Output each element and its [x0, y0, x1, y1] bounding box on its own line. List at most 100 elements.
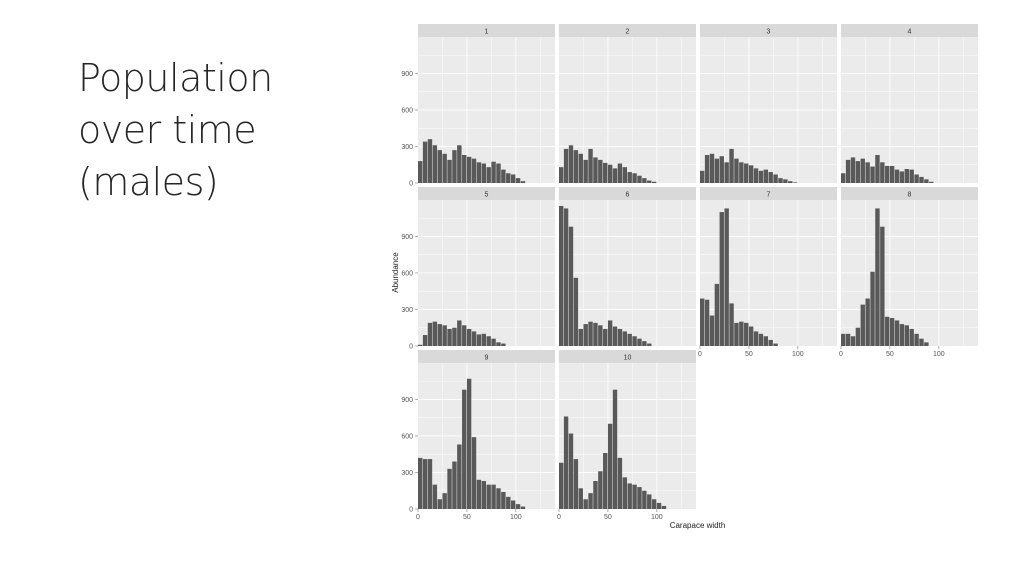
histogram-bar [427, 139, 433, 183]
facet-label: 9 [485, 355, 489, 362]
histogram-bar [466, 328, 472, 346]
y-tick-label: 900 [401, 71, 413, 78]
facet-label: 3 [767, 29, 771, 36]
histogram-bar [617, 457, 623, 509]
histogram-bar [904, 169, 909, 183]
histogram-bar [432, 484, 438, 509]
histogram-bar [763, 169, 768, 183]
histogram-bar [744, 163, 749, 183]
histogram-bar [496, 488, 501, 509]
histogram-bar [496, 342, 501, 346]
histogram-bar [568, 226, 574, 346]
histogram-bar [637, 175, 642, 183]
histogram-bar [642, 341, 647, 346]
histogram-bar [457, 145, 462, 183]
facet-label: 4 [908, 29, 912, 36]
facet-label: 7 [767, 192, 771, 199]
histogram-bar [486, 336, 491, 346]
histogram-bar [855, 161, 861, 183]
y-tick-label: 300 [401, 470, 413, 477]
histogram-bar [919, 338, 924, 346]
histogram-bar [432, 321, 438, 346]
histogram-bar [427, 459, 433, 509]
histogram-bar [773, 174, 778, 183]
histogram-bar [563, 148, 569, 183]
histogram-bar [622, 477, 627, 509]
histogram-bar [748, 165, 754, 183]
slide-title-line-2: over time [78, 108, 257, 152]
histogram-bar [486, 484, 491, 509]
histogram-bar [739, 321, 744, 346]
histogram-bar [637, 338, 642, 346]
histogram-bar [875, 208, 880, 346]
x-tick-label: 100 [792, 351, 804, 358]
histogram-bar [899, 324, 905, 346]
histogram-bar [709, 315, 715, 346]
histogram-bar [724, 208, 729, 346]
x-tick-label: 50 [745, 351, 753, 358]
histogram-bar [758, 333, 764, 346]
facet-strip [559, 350, 696, 363]
histogram-bar [447, 328, 452, 346]
histogram-bar [476, 479, 482, 509]
y-tick-label: 0 [409, 344, 413, 351]
histogram-bar [447, 468, 452, 509]
histogram-bar [598, 325, 603, 346]
facet-label: 8 [908, 192, 912, 199]
histogram-bar [437, 150, 442, 183]
histogram-bar [506, 173, 511, 183]
histogram-bar [481, 333, 486, 346]
histogram-bar [768, 339, 773, 346]
histogram-bar [422, 141, 428, 183]
histogram-bar [481, 481, 486, 509]
histogram-bar [603, 162, 608, 183]
x-tick-label: 100 [933, 351, 945, 358]
histogram-bar [642, 490, 647, 509]
histogram-bar [457, 320, 462, 346]
histogram-bar [889, 165, 895, 183]
histogram-bar [651, 181, 657, 183]
histogram-bar [632, 484, 637, 509]
x-tick-label: 0 [698, 351, 702, 358]
histogram-bar [442, 153, 447, 183]
histogram-bar [578, 153, 583, 183]
histogram-bar [734, 158, 739, 183]
histogram-bar [559, 167, 564, 183]
y-axis-title: Abundance [391, 252, 400, 293]
x-tick-label: 50 [463, 514, 471, 521]
x-tick-label: 50 [886, 351, 894, 358]
histogram-bar [612, 389, 618, 509]
histogram-bar [642, 178, 647, 183]
histogram-bar [894, 320, 900, 346]
histogram-bar [753, 168, 759, 183]
histogram-bar [573, 150, 579, 183]
histogram-bar [739, 162, 744, 183]
histogram-bar [462, 389, 467, 509]
histogram-bar [845, 159, 851, 183]
slide-title-line-3: (males) [78, 160, 219, 204]
histogram-bar [792, 182, 798, 183]
histogram-bar [501, 491, 506, 509]
histogram-bar [719, 212, 724, 346]
histogram-bar [559, 462, 564, 509]
histogram-bar [880, 226, 885, 346]
x-tick-label: 100 [651, 514, 663, 521]
histogram-bar [924, 179, 929, 183]
histogram-bar [603, 328, 608, 346]
histogram-bar [909, 169, 914, 183]
histogram-bar [617, 328, 623, 346]
histogram-bar [632, 336, 637, 346]
histogram-bar [661, 505, 667, 509]
y-tick-label: 900 [401, 234, 413, 241]
facet-strip [841, 187, 978, 200]
histogram-bar [632, 173, 637, 183]
histogram-bar [491, 484, 496, 509]
facet-strip [418, 24, 555, 37]
histogram-bar [588, 148, 593, 183]
histogram-bar [622, 167, 627, 183]
histogram-bar [763, 336, 768, 346]
histogram-bar [607, 320, 613, 346]
histogram-bar [845, 333, 851, 346]
histogram-bar [515, 504, 521, 509]
histogram-bar [647, 180, 652, 183]
